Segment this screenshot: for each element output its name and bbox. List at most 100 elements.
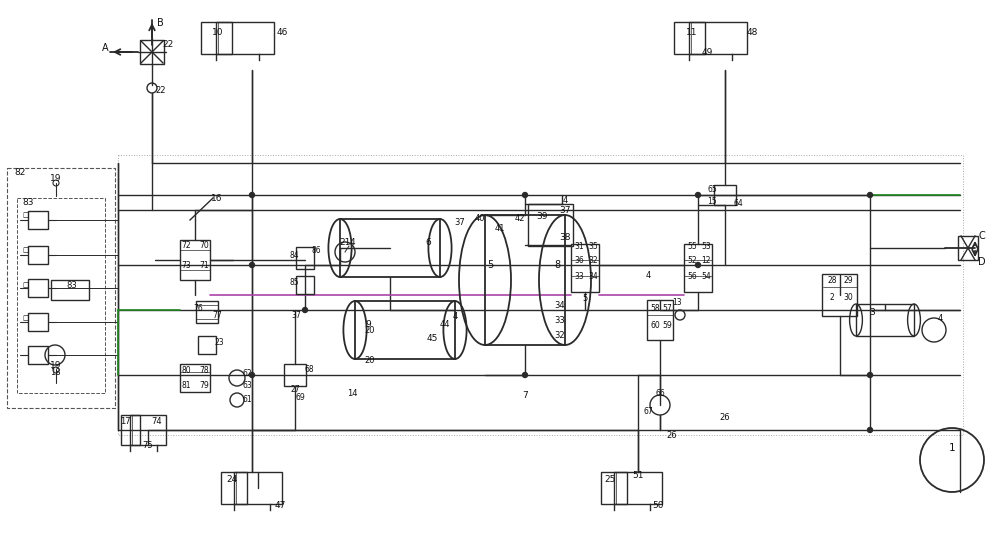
Bar <box>485 215 565 345</box>
Text: 34: 34 <box>588 272 598 281</box>
Text: 4: 4 <box>562 195 568 204</box>
Bar <box>822 274 857 316</box>
Circle shape <box>522 372 528 377</box>
Text: 37: 37 <box>559 206 571 214</box>
Bar <box>714 185 736 205</box>
Bar <box>118 155 963 435</box>
Text: 15: 15 <box>707 197 717 206</box>
Text: 8: 8 <box>554 260 560 270</box>
Bar <box>28 313 48 331</box>
Bar <box>28 346 48 364</box>
Text: 40: 40 <box>475 213 485 222</box>
Text: 16: 16 <box>211 194 223 203</box>
Bar <box>28 279 48 297</box>
Text: 1: 1 <box>949 443 955 453</box>
Text: 30: 30 <box>843 292 853 301</box>
Bar <box>528 204 572 246</box>
Bar <box>221 472 247 504</box>
Text: 63: 63 <box>242 380 252 390</box>
Bar <box>647 300 673 340</box>
Bar <box>674 22 705 54</box>
Bar <box>614 472 662 504</box>
Text: 37: 37 <box>291 310 301 320</box>
Text: 26: 26 <box>667 431 677 440</box>
Text: 6: 6 <box>425 237 431 246</box>
Bar <box>571 244 599 292</box>
Text: 24: 24 <box>226 475 238 484</box>
Text: 56: 56 <box>687 272 697 281</box>
Text: 68: 68 <box>304 365 314 374</box>
Circle shape <box>303 307 308 312</box>
Text: 32: 32 <box>555 330 565 339</box>
Text: 28: 28 <box>827 276 837 284</box>
Text: 84: 84 <box>289 250 299 259</box>
Bar <box>958 236 978 260</box>
Circle shape <box>250 263 255 268</box>
Text: 74: 74 <box>152 418 162 427</box>
Text: 9: 9 <box>365 320 371 329</box>
Text: 12: 12 <box>701 255 711 264</box>
Bar <box>684 244 712 292</box>
Bar <box>689 22 747 54</box>
Text: □: □ <box>23 212 29 218</box>
Text: 22: 22 <box>162 40 174 49</box>
Text: 81: 81 <box>181 381 191 390</box>
Text: D: D <box>978 257 986 267</box>
Text: 32: 32 <box>588 255 598 264</box>
Text: 73: 73 <box>181 260 191 269</box>
Text: 21: 21 <box>339 237 351 246</box>
Bar <box>201 22 232 54</box>
Bar <box>28 246 48 264</box>
Text: 26: 26 <box>720 413 730 422</box>
Text: 34: 34 <box>555 301 565 310</box>
Text: 76: 76 <box>193 304 203 312</box>
Text: 2: 2 <box>830 292 834 301</box>
Text: 45: 45 <box>426 334 438 343</box>
Text: C: C <box>979 231 985 241</box>
Bar <box>140 40 164 64</box>
Text: 52: 52 <box>687 255 697 264</box>
Text: 85: 85 <box>289 278 299 287</box>
Text: 57: 57 <box>662 304 672 312</box>
Bar <box>28 211 48 229</box>
Text: A: A <box>102 43 108 53</box>
Text: 59: 59 <box>662 320 672 329</box>
Text: □: □ <box>23 315 29 321</box>
Text: 50: 50 <box>652 501 664 510</box>
Text: 22: 22 <box>156 86 166 95</box>
Text: 78: 78 <box>199 366 209 375</box>
Text: 19: 19 <box>50 361 62 370</box>
Text: 35: 35 <box>588 241 598 250</box>
Text: 4: 4 <box>937 314 943 323</box>
Text: 77: 77 <box>212 310 222 320</box>
Bar <box>296 276 314 294</box>
Text: 49: 49 <box>701 48 713 57</box>
Text: 83: 83 <box>67 281 77 290</box>
Text: 31: 31 <box>574 241 584 250</box>
Text: 36: 36 <box>574 255 584 264</box>
Text: 66: 66 <box>655 389 665 398</box>
Bar <box>130 415 166 445</box>
Text: 60: 60 <box>650 320 660 329</box>
Text: 61: 61 <box>242 395 252 404</box>
Text: 55: 55 <box>687 241 697 250</box>
Text: 20: 20 <box>365 356 375 365</box>
Text: 18: 18 <box>50 367 60 376</box>
Bar <box>355 301 455 359</box>
Text: 46: 46 <box>276 27 288 36</box>
Text: 5: 5 <box>582 293 588 302</box>
Circle shape <box>867 193 872 198</box>
Text: 51: 51 <box>632 470 644 479</box>
Text: 80: 80 <box>181 366 191 375</box>
Text: □: □ <box>23 282 29 288</box>
Text: 62: 62 <box>242 368 252 377</box>
Circle shape <box>696 263 700 268</box>
Text: 39: 39 <box>536 212 548 221</box>
Bar <box>198 336 216 354</box>
Text: 13: 13 <box>672 297 682 306</box>
Bar <box>180 240 210 280</box>
Text: 70: 70 <box>199 240 209 250</box>
Text: 53: 53 <box>701 241 711 250</box>
Text: 29: 29 <box>843 276 853 284</box>
Text: 42: 42 <box>515 213 525 222</box>
